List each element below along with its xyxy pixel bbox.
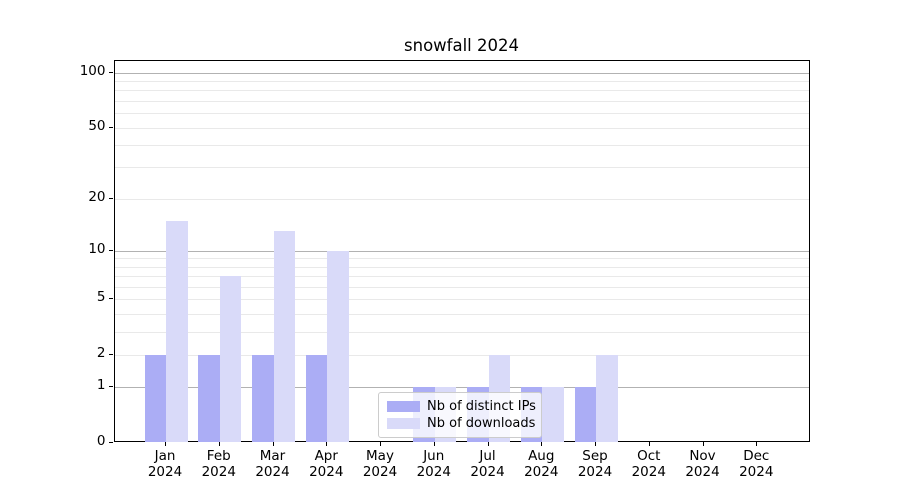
bar-apr-2024-distinct-ips	[305, 354, 328, 442]
gridline-minor-40	[114, 145, 809, 147]
legend: Nb of distinct IPs Nb of downloads	[378, 392, 542, 438]
bar-jan-2024-downloads	[166, 220, 188, 442]
y-tick-mark-1	[108, 386, 113, 388]
gridline-minor-70	[114, 100, 809, 102]
gridline-minor-8	[114, 266, 809, 268]
x-tick-label-sep-2024: Sep 2024	[577, 448, 613, 480]
y-tick-label-2: 2	[96, 344, 106, 361]
x-tick-mark-may-2024	[380, 442, 381, 446]
x-tick-label-aug-2024: Aug 2024	[524, 448, 559, 480]
x-tick-label-jan-2024: Jan 2024	[147, 448, 183, 480]
x-tick-mark-aug-2024	[541, 442, 543, 446]
x-tick-mark-jun-2024	[433, 442, 435, 446]
legend-swatch-downloads	[387, 418, 420, 429]
x-tick-mark-dec-2024	[756, 442, 758, 446]
bar-aug-2024-downloads	[542, 387, 564, 442]
gridline-major-1	[114, 387, 809, 389]
gridline-minor-4	[114, 313, 809, 315]
legend-swatch-distinct-ips	[387, 401, 420, 412]
bar-mar-2024-distinct-ips	[252, 354, 274, 442]
gridline-minor-3	[114, 331, 809, 333]
x-tick-mark-apr-2024	[326, 442, 328, 446]
x-tick-label-nov-2024: Nov 2024	[685, 448, 720, 480]
gridline-minor-5	[114, 299, 809, 301]
x-tick-mark-jul-2024	[487, 442, 489, 446]
bar-sep-2024-downloads	[596, 354, 618, 442]
bar-feb-2024-distinct-ips	[198, 354, 220, 442]
bar-feb-2024-downloads	[219, 276, 242, 442]
chart-title: snowfall 2024	[404, 36, 519, 55]
y-tick-label-5: 5	[96, 289, 106, 306]
legend-label-distinct-ips: Nb of distinct IPs	[427, 398, 536, 414]
bar-jan-2024-distinct-ips	[144, 354, 166, 442]
gridline-minor-30	[114, 167, 809, 169]
gridline-minor-60	[114, 113, 809, 115]
y-tick-mark-20	[108, 197, 113, 199]
gridline-minor-7	[114, 276, 809, 278]
y-tick-mark-50	[108, 126, 113, 128]
x-tick-mark-oct-2024	[648, 442, 650, 446]
x-tick-mark-jan-2024	[165, 442, 166, 446]
gridline-minor-9	[114, 258, 809, 260]
y-tick-mark-100	[108, 71, 113, 73]
y-tick-label-0: 0	[96, 433, 106, 449]
y-tick-label-10: 10	[88, 240, 106, 257]
y-tick-mark-5	[108, 298, 113, 300]
x-tick-label-dec-2024: Dec 2024	[739, 448, 774, 480]
x-tick-label-may-2024: May 2024	[362, 448, 398, 480]
y-tick-label-100: 100	[79, 62, 106, 79]
legend-item-downloads: Nb of downloads	[387, 415, 536, 432]
x-tick-label-jun-2024: Jun 2024	[416, 448, 451, 480]
x-tick-mark-nov-2024	[702, 442, 704, 446]
legend-item-distinct-ips: Nb of distinct IPs	[387, 398, 536, 415]
y-tick-mark-2	[108, 353, 113, 355]
y-tick-label-1: 1	[96, 377, 106, 394]
x-tick-label-oct-2024: Oct 2024	[631, 448, 666, 480]
y-tick-mark-0	[108, 442, 113, 443]
x-tick-label-feb-2024: Feb 2024	[201, 448, 236, 480]
x-tick-label-jul-2024: Jul 2024	[470, 448, 505, 480]
y-tick-label-20: 20	[88, 188, 106, 205]
gridline-minor-6	[114, 286, 809, 288]
gridline-minor-20	[114, 198, 809, 200]
bar-mar-2024-downloads	[273, 231, 295, 442]
x-tick-mark-feb-2024	[218, 442, 220, 446]
gridline-major-10	[114, 250, 809, 252]
gridline-minor-2	[114, 354, 809, 356]
legend-label-downloads: Nb of downloads	[427, 415, 536, 431]
x-tick-mark-mar-2024	[272, 442, 274, 446]
plot-area	[113, 60, 810, 442]
x-tick-label-apr-2024: Apr 2024	[309, 448, 344, 480]
bar-apr-2024-downloads	[327, 250, 349, 442]
gridline-minor-90	[114, 81, 809, 83]
y-tick-mark-10	[108, 249, 113, 251]
x-tick-label-mar-2024: Mar 2024	[255, 448, 290, 480]
gridline-major-100	[114, 72, 809, 74]
gridline-minor-80	[114, 90, 809, 92]
y-tick-label-50: 50	[88, 117, 106, 134]
x-tick-mark-sep-2024	[595, 442, 596, 446]
gridline-minor-50	[114, 127, 809, 129]
bar-sep-2024-distinct-ips	[574, 387, 596, 442]
